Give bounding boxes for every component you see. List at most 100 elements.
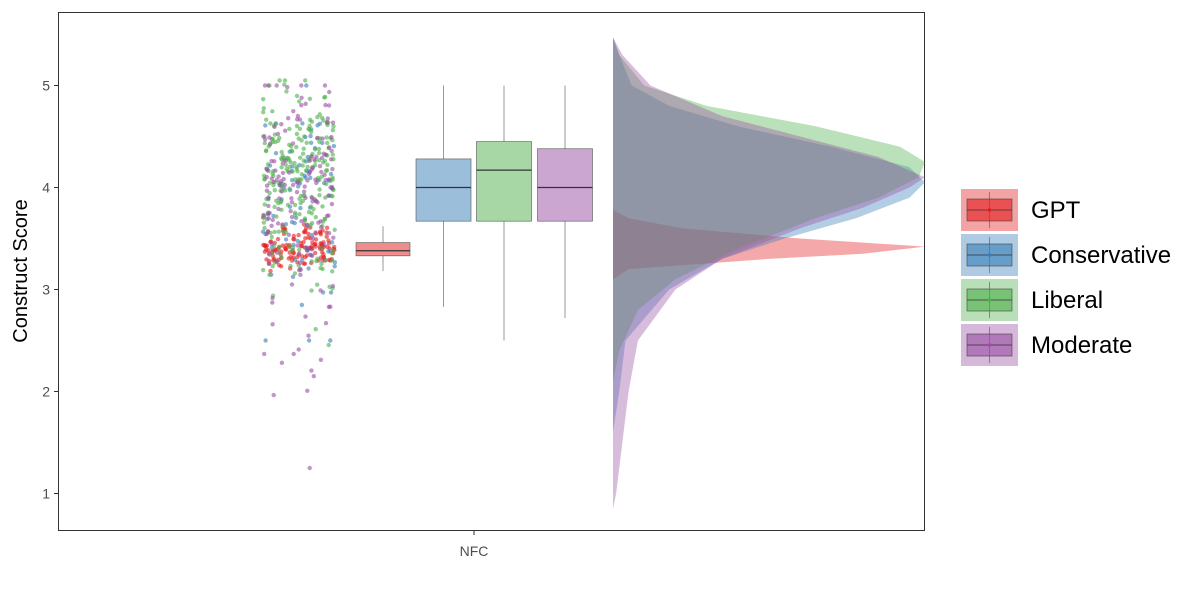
data-point-moderate xyxy=(264,174,269,180)
data-point-liberal xyxy=(309,288,314,293)
data-point-liberal xyxy=(294,93,300,99)
data-point-liberal xyxy=(319,261,324,267)
data-point-liberal xyxy=(294,164,299,169)
data-point-moderate xyxy=(310,165,316,170)
data-point-moderate xyxy=(273,168,278,173)
data-point-moderate xyxy=(327,231,332,236)
data-point-liberal xyxy=(297,99,302,104)
data-point-liberal xyxy=(292,202,298,208)
data-point-conservative xyxy=(292,257,298,262)
data-point-conservative xyxy=(308,133,313,139)
data-point-gpt xyxy=(291,236,296,242)
data-point-moderate xyxy=(309,368,314,373)
data-point-moderate xyxy=(320,136,325,141)
data-point-liberal xyxy=(321,118,326,123)
data-point-moderate xyxy=(290,141,296,146)
data-point-liberal xyxy=(292,210,298,215)
data-point-liberal xyxy=(323,94,328,100)
data-point-moderate xyxy=(269,223,274,228)
data-point-liberal xyxy=(309,119,315,124)
data-point-gpt xyxy=(301,240,306,245)
data-point-moderate xyxy=(323,177,328,183)
data-point-moderate xyxy=(267,135,272,140)
data-point-liberal xyxy=(289,148,294,153)
data-point-liberal xyxy=(319,246,324,251)
data-point-moderate xyxy=(279,122,284,127)
data-point-moderate xyxy=(308,158,313,163)
legend-label: Liberal xyxy=(1031,287,1103,314)
data-point-moderate xyxy=(330,166,335,172)
data-point-moderate xyxy=(290,182,296,188)
legend-key-point xyxy=(987,208,992,212)
data-point-liberal xyxy=(272,229,277,235)
data-point-liberal xyxy=(301,158,306,163)
data-point-moderate xyxy=(295,243,300,248)
data-point-liberal xyxy=(300,151,306,156)
data-point-moderate xyxy=(318,357,324,362)
data-point-moderate xyxy=(275,131,281,137)
data-point-moderate xyxy=(270,300,275,305)
data-point-moderate xyxy=(269,158,274,164)
legend-label: Moderate xyxy=(1031,332,1132,359)
data-point-moderate xyxy=(279,189,284,194)
data-point-liberal xyxy=(326,342,331,348)
data-point-moderate xyxy=(265,212,271,217)
data-point-moderate xyxy=(315,200,320,205)
data-point-liberal xyxy=(297,247,302,252)
data-point-conservative xyxy=(260,229,266,234)
data-point-conservative xyxy=(328,290,334,295)
legend-label: GPT xyxy=(1031,197,1081,224)
data-point-moderate xyxy=(277,196,282,201)
data-point-moderate xyxy=(295,117,300,122)
data-point-moderate xyxy=(262,351,267,357)
data-point-liberal xyxy=(276,229,281,234)
data-point-moderate xyxy=(287,170,292,175)
x-axis: NFC xyxy=(460,530,488,559)
data-point-liberal xyxy=(318,265,323,271)
data-point-moderate xyxy=(295,113,301,119)
boxplot-liberal xyxy=(476,85,532,341)
data-point-gpt xyxy=(313,244,318,249)
data-point-liberal xyxy=(312,147,318,152)
data-point-gpt xyxy=(288,254,294,260)
data-point-liberal xyxy=(314,259,319,264)
data-point-liberal xyxy=(270,136,275,142)
data-point-conservative xyxy=(300,121,305,126)
density-cloud-liberal xyxy=(613,37,925,382)
data-point-liberal xyxy=(296,136,301,141)
data-point-moderate xyxy=(276,174,281,179)
data-point-moderate xyxy=(306,333,311,338)
data-point-liberal xyxy=(287,157,292,162)
data-point-moderate xyxy=(286,116,291,121)
data-point-moderate xyxy=(266,195,271,200)
data-point-conservative xyxy=(263,123,268,128)
box-iqr xyxy=(415,158,472,222)
data-point-liberal xyxy=(279,255,284,260)
data-point-gpt xyxy=(262,249,268,254)
data-point-moderate xyxy=(289,196,294,201)
data-point-moderate xyxy=(327,89,332,95)
data-point-liberal xyxy=(261,110,266,115)
data-point-liberal xyxy=(269,234,274,240)
data-point-liberal xyxy=(299,172,304,177)
data-point-conservative xyxy=(328,338,333,343)
data-point-moderate xyxy=(266,203,271,209)
data-point-liberal xyxy=(315,282,320,287)
data-point-liberal xyxy=(297,126,303,131)
data-point-moderate xyxy=(303,314,308,319)
data-point-moderate xyxy=(299,219,304,224)
data-point-moderate xyxy=(271,392,276,398)
data-point-moderate xyxy=(270,322,275,327)
data-point-conservative xyxy=(298,205,303,211)
data-point-conservative xyxy=(332,264,337,269)
data-point-conservative xyxy=(306,266,311,271)
data-point-liberal xyxy=(324,135,329,140)
data-point-moderate xyxy=(316,220,321,225)
data-point-moderate xyxy=(322,83,328,88)
data-point-gpt xyxy=(303,255,308,260)
data-point-conservative xyxy=(331,143,337,149)
data-point-moderate xyxy=(264,188,270,193)
data-point-liberal xyxy=(330,177,335,182)
data-point-moderate xyxy=(288,209,293,214)
